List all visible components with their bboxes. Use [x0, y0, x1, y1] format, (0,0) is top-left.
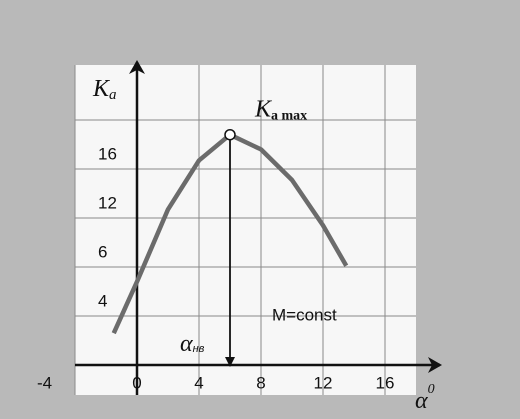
optimum-label-sub: нв [193, 343, 205, 355]
note: M=const [272, 305, 337, 324]
optimum-label-main: α [180, 331, 193, 357]
peak-marker [224, 128, 236, 141]
y-tick-label: 12 [98, 193, 117, 212]
x-tick-label: 0 [132, 373, 141, 392]
peak-label: Ka max [254, 96, 307, 124]
x-tick-label: 12 [314, 373, 333, 392]
y-tick-label: 6 [98, 242, 107, 261]
x-tick-label: 16 [376, 373, 395, 392]
optimum-label: αнв [180, 331, 205, 357]
peak-label-main: K [254, 96, 273, 122]
y-axis-label: Ka [92, 76, 117, 104]
x-tick-label: 8 [256, 373, 265, 392]
x-axis-label: α0 [415, 382, 435, 413]
x-tick-label: 4 [194, 373, 203, 392]
y-tick-label: 16 [98, 144, 117, 163]
peak-label-sub: a max [271, 109, 307, 124]
y-tick-label: 4 [98, 291, 107, 310]
x-tick-label: -4 [37, 373, 52, 392]
plot-area [75, 65, 416, 395]
